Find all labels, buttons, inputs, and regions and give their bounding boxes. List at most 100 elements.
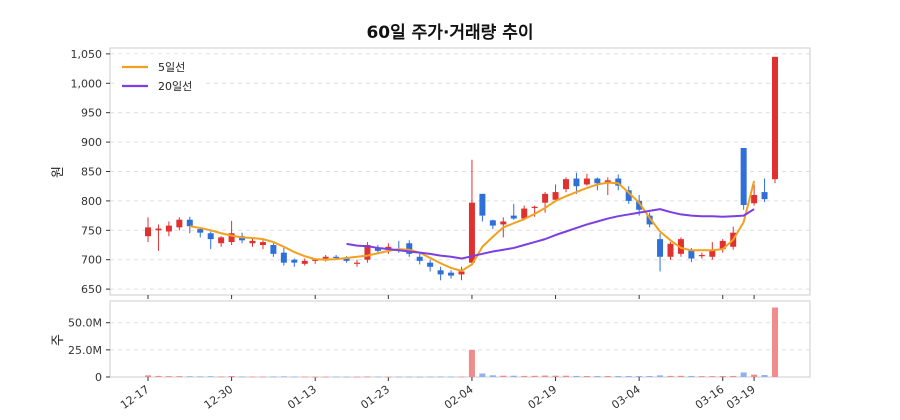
candle-body xyxy=(573,178,580,187)
volume-bar xyxy=(312,376,319,378)
candle-body xyxy=(343,257,350,261)
volume-bar xyxy=(249,376,256,378)
volume-bar xyxy=(458,376,465,378)
candle-body xyxy=(510,215,517,219)
price-tick-label: 1,050 xyxy=(71,48,103,61)
candle-body xyxy=(458,271,465,275)
volume-bar xyxy=(521,375,528,377)
volume-bar xyxy=(625,376,632,377)
candle-body xyxy=(145,227,151,237)
price-tick-label: 750 xyxy=(81,224,102,237)
volume-bar xyxy=(709,376,716,377)
x-tick-label: 01-23 xyxy=(358,383,392,412)
price-tick-label: 1,000 xyxy=(71,77,103,90)
volume-bar xyxy=(416,376,423,378)
candle-body xyxy=(249,240,256,244)
volume-bar xyxy=(218,376,225,378)
candle-body xyxy=(374,247,381,251)
candle-body xyxy=(448,272,455,276)
legend: 5일선 20일선 xyxy=(114,54,206,98)
candle-body xyxy=(218,237,225,244)
volume-tick-label: 50.0M xyxy=(68,317,102,330)
volume-bar xyxy=(259,376,266,378)
candle-body xyxy=(667,243,674,257)
candle-body xyxy=(542,193,549,203)
volume-bar xyxy=(479,373,486,377)
volume-tick-label: 0 xyxy=(95,371,102,384)
volume-bar xyxy=(646,376,653,377)
candle-body xyxy=(740,147,747,206)
candle-body xyxy=(291,259,298,263)
legend-ma20-label: 20일선 xyxy=(158,79,192,93)
candle-body xyxy=(563,179,569,190)
volume-bar xyxy=(563,375,569,377)
x-tick-label: 12-17 xyxy=(118,383,152,412)
chart-title: 60일 주가·거래량 추이 xyxy=(366,23,533,43)
volume-bar xyxy=(594,376,601,377)
volume-bar xyxy=(291,376,298,378)
candle-body xyxy=(698,255,705,257)
volume-bar xyxy=(583,376,590,377)
volume-bar xyxy=(165,376,172,377)
price-tick-label: 700 xyxy=(81,254,102,267)
candle-body xyxy=(427,262,434,267)
candle-body xyxy=(207,233,214,240)
x-tick-label: 02-04 xyxy=(442,383,476,412)
volume-bar xyxy=(197,376,204,378)
volume-bar xyxy=(228,376,235,377)
volume-bar xyxy=(448,376,455,378)
volume-bar xyxy=(385,376,392,378)
candle-body xyxy=(406,243,413,254)
candle-body xyxy=(552,192,559,200)
x-tick-label: 02-19 xyxy=(526,383,560,412)
candle-body xyxy=(531,206,538,208)
candle-body xyxy=(385,246,392,250)
volume-plot-frame xyxy=(109,300,811,378)
volume-bar xyxy=(667,375,674,377)
volume-bar xyxy=(364,376,371,378)
ma20-line xyxy=(346,208,755,260)
candle-body xyxy=(364,245,371,260)
volume-bar xyxy=(573,375,580,377)
volume-bar xyxy=(427,376,434,378)
volume-bar xyxy=(542,375,549,377)
candle-body xyxy=(270,245,277,254)
candle-body xyxy=(228,233,235,243)
candle-body xyxy=(176,219,183,228)
candle-body xyxy=(636,200,643,210)
x-tick-label: 01-13 xyxy=(285,383,319,412)
volume-bar xyxy=(155,375,162,377)
candle-body xyxy=(583,178,590,185)
price-tick-label: 950 xyxy=(81,107,102,120)
candle-body xyxy=(479,193,486,216)
volume-bar xyxy=(740,372,747,377)
ma5-line xyxy=(189,180,756,272)
volume-bar xyxy=(636,376,643,377)
price-tick-label: 850 xyxy=(81,166,102,179)
price-axis-label: 원 xyxy=(51,166,66,178)
x-axis-ticks: 12-17 12-30 01-13 01-23 02-04 02-19 03-04 03-16… xyxy=(118,295,758,412)
candle-body xyxy=(468,202,475,263)
volume-bar xyxy=(657,375,664,377)
candle-body xyxy=(646,215,653,225)
volume-bar xyxy=(510,375,517,377)
candle-body xyxy=(772,56,778,180)
volume-tick-label: 25.0M xyxy=(68,344,102,357)
price-tick-label: 900 xyxy=(81,136,102,149)
candle-body xyxy=(280,252,287,263)
candle-body xyxy=(761,192,768,200)
candle-body xyxy=(604,180,611,183)
candle-body xyxy=(301,260,308,264)
volume-bar xyxy=(615,376,622,377)
volume-bar xyxy=(374,376,381,378)
candle-body xyxy=(354,262,360,264)
legend-ma5-label: 5일선 xyxy=(158,60,185,74)
volume-bar xyxy=(730,375,737,377)
x-tick-label: 03-04 xyxy=(609,383,643,412)
price-axis-ticks: 650 700 750 800 850 900 950 1,000 1,050 xyxy=(71,48,110,296)
volume-bar xyxy=(395,376,402,378)
price-grid xyxy=(110,53,810,290)
volume-bar xyxy=(406,376,413,378)
candle-body xyxy=(333,256,340,258)
